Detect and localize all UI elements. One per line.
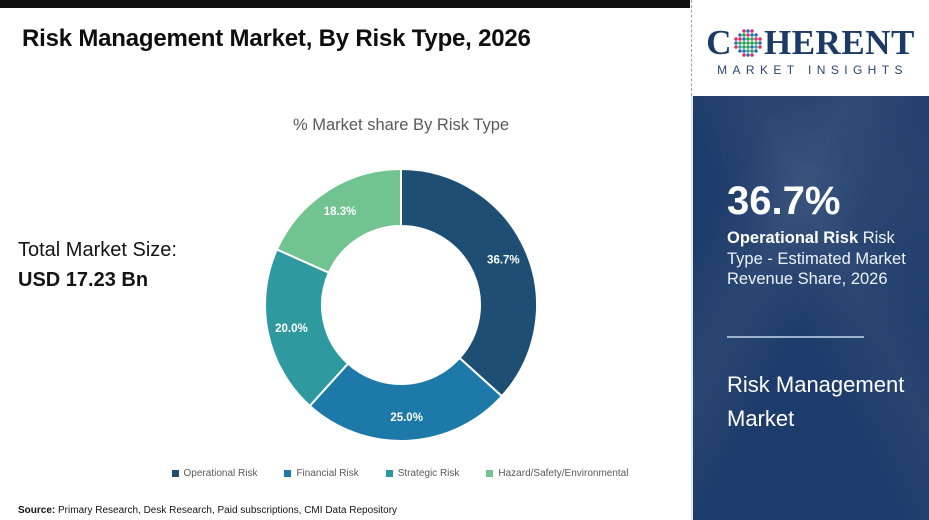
legend-item: Strategic Risk xyxy=(385,468,460,479)
brand-logo-c: C xyxy=(706,23,732,62)
legend-swatch xyxy=(486,470,494,477)
page-title: Risk Management Market, By Risk Type, 20… xyxy=(22,25,531,52)
top-accent-bar xyxy=(0,0,690,8)
globe-dots-icon xyxy=(734,28,762,57)
donut-slice xyxy=(308,356,504,442)
brand-logo: C HERENT MARKET INSIGHTS xyxy=(691,0,929,96)
legend-swatch xyxy=(284,470,292,477)
donut-slice-label: 25.0% xyxy=(390,412,423,424)
panel-market-title: Risk Management Market xyxy=(727,371,905,431)
right-rail: C HERENT MARKET INSIGHTS 36.7% Operation… xyxy=(691,0,929,520)
chart-legend: Operational Risk Financial Risk Strategic … xyxy=(90,468,710,479)
source-text: Primary Research, Desk Research, Paid su… xyxy=(55,505,398,516)
source-label: Source: xyxy=(18,505,56,516)
highlight-panel: 36.7% Operational Risk Risk Type - Estim… xyxy=(691,96,929,520)
donut-chart: 36.7% 25.0% 20.0% 18.3% xyxy=(256,160,546,450)
legend-label: Operational Risk xyxy=(183,468,258,479)
total-market-size: Total Market Size: USD 17.23 Bn xyxy=(18,235,177,295)
legend-item: Financial Risk xyxy=(284,468,359,479)
highlight-stat-rest: Risk Type - Estimated Market Revenue Sha… xyxy=(727,229,906,288)
legend-item: Hazard/Safety/Environmental xyxy=(486,468,628,479)
source-note: Source: Primary Research, Desk Research,… xyxy=(18,505,397,516)
donut-slice xyxy=(275,167,402,275)
donut-slice-label: 18.3% xyxy=(324,206,357,218)
legend-swatch xyxy=(385,470,393,477)
brand-logo-subtitle: MARKET INSIGHTS xyxy=(717,63,908,77)
legend-label: Financial Risk xyxy=(296,468,359,479)
legend-label: Hazard/Safety/Environmental xyxy=(498,468,629,479)
highlight-stat-segment: Operational Risk xyxy=(727,229,859,247)
total-market-size-value: USD 17.23 Bn xyxy=(18,269,149,291)
legend-label: Strategic Risk xyxy=(397,468,460,479)
donut-slice xyxy=(400,167,538,398)
legend-swatch xyxy=(171,470,179,477)
legend-item: Operational Risk xyxy=(171,468,258,479)
chart-title: % Market share By Risk Type xyxy=(292,116,510,134)
donut-slice-label: 20.0% xyxy=(275,323,308,335)
brand-logo-rest: HERENT xyxy=(763,23,915,62)
donut-slice-label: 36.7% xyxy=(487,255,520,267)
highlight-stat-description: Operational Risk Risk Type - Estimated M… xyxy=(727,228,913,290)
total-market-size-label: Total Market Size: xyxy=(18,239,177,261)
panel-divider xyxy=(727,335,864,338)
brand-logo-wordmark: C HERENT xyxy=(706,25,915,60)
highlight-stat-value: 36.7% xyxy=(727,179,841,223)
